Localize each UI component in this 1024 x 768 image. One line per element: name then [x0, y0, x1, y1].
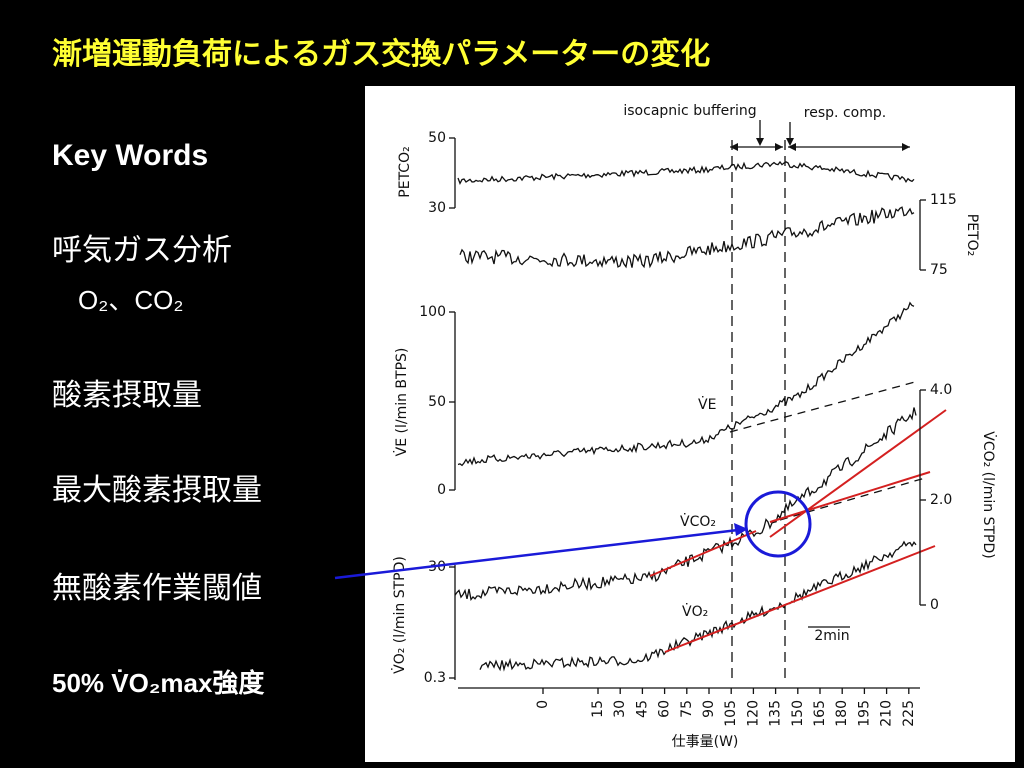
figure-background — [365, 86, 1015, 762]
x-tick-label: 135 — [768, 700, 784, 727]
axis-title: V̇CO₂ (l/min STPD) — [980, 431, 997, 558]
slide-title: 漸増運動負荷によるガス交換パラメーターの変化 — [52, 37, 710, 71]
fit-line — [649, 530, 757, 577]
axis-title: PETCO₂ — [397, 146, 413, 197]
guide-line — [729, 381, 916, 433]
x-tick-label: 30 — [612, 700, 628, 718]
arrow-head — [730, 138, 910, 151]
trace — [457, 160, 915, 185]
figure: isocapnic buffering resp. comp. 2min 50 30 11… — [391, 103, 996, 750]
x-tick-label: 180 — [834, 700, 850, 727]
tick-label: 4.0 — [930, 382, 952, 398]
fit-line — [664, 545, 936, 653]
x-tick-label: 150 — [790, 700, 806, 727]
tick-label: 30 — [428, 200, 446, 216]
pointer-arrow-head — [734, 523, 748, 536]
tick-label: 100 — [419, 304, 446, 320]
key-word: 呼気ガス分析 — [52, 234, 232, 267]
x-tick-label: 120 — [745, 700, 761, 727]
axis-title: V̇E (l/min BTPS) — [393, 348, 410, 457]
x-tick-label: 45 — [634, 700, 650, 718]
x-tick-label: 90 — [701, 700, 717, 718]
trace — [479, 540, 917, 672]
x-tick-label: 75 — [679, 700, 695, 718]
guide-line — [779, 477, 926, 521]
trace — [457, 301, 915, 467]
key-word: 酸素摂取量 — [52, 379, 202, 412]
highlight-circle — [744, 490, 812, 558]
axis-title: PETO₂ — [964, 214, 980, 256]
trace-label: V̇CO₂ — [680, 513, 716, 530]
fit-line — [769, 471, 931, 523]
key-word: 50% V̇O₂max強度 — [52, 668, 264, 698]
tick-label: 2.0 — [930, 492, 952, 508]
x-tick-label: 225 — [901, 700, 917, 727]
x-tick-label: 15 — [590, 700, 606, 718]
x-tick-label: 195 — [856, 700, 872, 727]
annotation: isocapnic buffering — [623, 103, 756, 119]
tick-label: 75 — [930, 262, 948, 278]
tick-label: 50 — [428, 394, 446, 410]
trace-label: V̇E — [698, 396, 716, 413]
annotation: resp. comp. — [804, 105, 886, 121]
x-tick-label: 105 — [723, 700, 739, 727]
key-word: 最大酸素摂取量 — [52, 474, 262, 507]
x-axis-title: 仕事量(W) — [672, 734, 739, 750]
key-word: O₂、CO₂ — [78, 285, 183, 315]
tick-label: 115 — [930, 192, 957, 208]
x-tick-label: 60 — [657, 700, 673, 718]
key-word: 無酸素作業閾値 — [52, 572, 262, 605]
x-tick-label: 210 — [879, 700, 895, 727]
fit-line — [769, 409, 947, 538]
trace-label: V̇O₂ — [682, 603, 708, 620]
x-tick-label: 165 — [812, 700, 828, 727]
tick-label: 0 — [437, 482, 446, 498]
trace — [459, 206, 915, 269]
pointer-arrow — [334, 528, 739, 580]
axis-title: V̇O₂ (l/min STPD) — [391, 556, 408, 674]
tick-label: 0 — [930, 597, 939, 613]
key-words-heading: Key Words — [52, 139, 208, 172]
overlay — [334, 490, 812, 580]
tick-label: 0.3 — [424, 670, 446, 686]
scale-label: 2min — [814, 628, 849, 644]
x-tick-label: 0 — [535, 700, 551, 709]
tick-label: 50 — [428, 130, 446, 146]
